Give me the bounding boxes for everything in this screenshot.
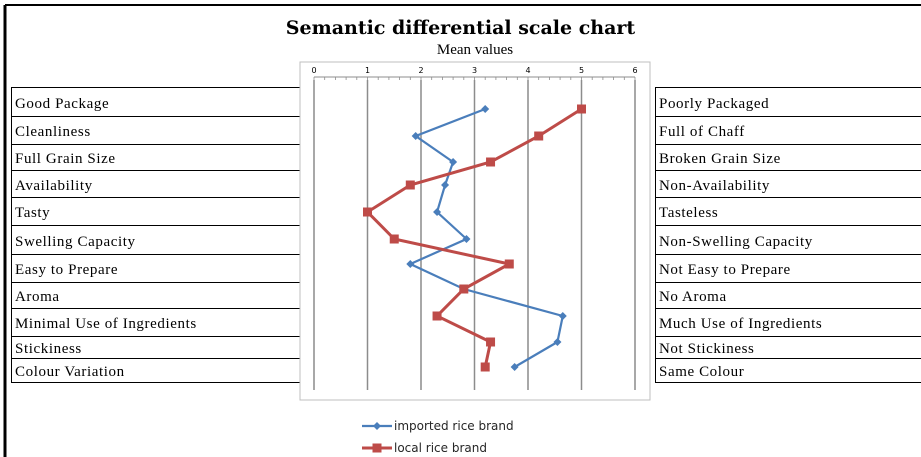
data-point-local <box>363 207 372 217</box>
data-point-imported <box>441 181 450 189</box>
data-point-local <box>432 311 442 321</box>
left-scale-label: Full Grain Size <box>11 144 301 172</box>
x-tick-label: 2 <box>418 66 423 75</box>
data-point-imported <box>558 312 567 320</box>
left-scale-label: Colour Variation <box>11 358 301 383</box>
left-scale-label: Good Package <box>11 87 301 118</box>
x-tick-label: 4 <box>525 66 530 75</box>
data-point-local <box>504 259 514 269</box>
right-scale-label: Much Use of Ingredients <box>655 308 921 338</box>
x-tick-label: 6 <box>632 66 637 75</box>
data-point-imported <box>433 208 442 216</box>
legend-label: local rice brand <box>394 441 487 455</box>
right-scale-label: Poorly Packaged <box>655 87 921 118</box>
left-scale-label: Tasty <box>11 197 301 227</box>
data-point-local <box>389 234 399 244</box>
data-point-local <box>486 157 496 167</box>
x-tick-label: 3 <box>472 66 477 75</box>
data-point-local <box>534 131 544 141</box>
right-scale-label: Non-Availability <box>655 170 921 199</box>
left-scale-label: Swelling Capacity <box>11 225 301 256</box>
data-point-imported <box>481 105 490 113</box>
data-point-local <box>480 362 490 372</box>
x-tick-label: 1 <box>365 66 370 75</box>
data-point-local <box>459 284 469 294</box>
chart-title: Semantic differential scale chart <box>285 17 636 39</box>
data-point-imported <box>510 363 519 371</box>
left-scale-label: Easy to Prepare <box>11 254 301 284</box>
right-scale-label: Non-Swelling Capacity <box>655 225 921 256</box>
data-point-imported <box>411 132 420 140</box>
data-point-local <box>577 104 586 114</box>
right-scale-label: Same Colour <box>655 358 921 383</box>
left-scale-label: Cleanliness <box>11 116 301 146</box>
left-scale-label: Availability <box>11 170 301 199</box>
x-tick-label: 0 <box>311 66 316 75</box>
legend-marker <box>373 422 381 430</box>
x-tick-label: 5 <box>579 66 584 75</box>
data-point-imported <box>553 338 562 346</box>
legend-marker <box>372 443 382 453</box>
right-scale-label: Not Easy to Prepare <box>655 254 921 284</box>
right-scale-label: Tasteless <box>655 197 921 227</box>
data-point-imported <box>462 235 471 243</box>
data-point-local <box>405 180 415 190</box>
data-point-imported <box>406 260 415 268</box>
right-scale-label: No Aroma <box>655 282 921 310</box>
data-point-local <box>486 337 496 347</box>
left-scale-label: Minimal Use of Ingredients <box>11 308 301 338</box>
chart-subtitle: Mean values <box>436 42 514 58</box>
data-point-imported <box>449 158 458 166</box>
left-scale-label: Aroma <box>11 282 301 310</box>
legend-label: imported rice brand <box>394 419 514 433</box>
